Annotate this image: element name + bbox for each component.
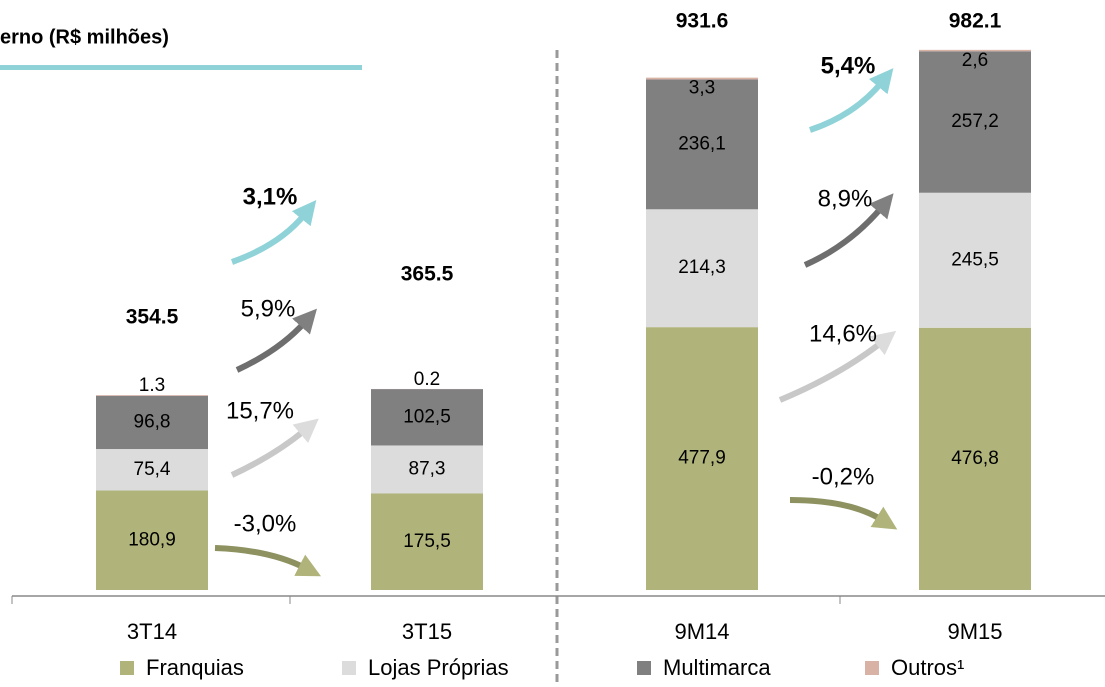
total-label: 931.6 <box>676 10 729 33</box>
bar-segment <box>919 49 1031 52</box>
value-label: 214,3 <box>678 257 726 278</box>
bar-segment <box>646 209 758 328</box>
value-label: 1.3 <box>139 375 165 396</box>
legend-swatch <box>342 661 356 675</box>
bar-segment <box>919 51 1031 193</box>
bar-segment <box>371 389 483 446</box>
x-tick-label: 3T15 <box>402 619 452 644</box>
growth-label: 5,9% <box>241 295 296 322</box>
bar-segment <box>96 395 208 450</box>
legend-swatch <box>120 661 134 675</box>
growth-arrow <box>789 497 898 530</box>
growth-arrow <box>778 330 897 403</box>
legend-label: Multimarca <box>663 655 771 680</box>
x-tick-label: 3T14 <box>127 619 177 644</box>
value-label: 87,3 <box>409 458 446 479</box>
value-label: 236,1 <box>678 133 726 154</box>
growth-arrow <box>803 193 894 268</box>
bar-segment <box>96 490 208 590</box>
growth-arrow <box>230 199 317 265</box>
growth-arrow <box>235 308 317 373</box>
value-label: 3,3 <box>689 78 715 99</box>
x-tick-label: 9M15 <box>947 619 1002 644</box>
value-label: 477,9 <box>678 448 726 469</box>
value-label: 0.2 <box>414 369 440 390</box>
bar-segment <box>96 395 208 396</box>
bar-segment <box>919 192 1031 328</box>
legend-label: Outros¹ <box>891 655 964 680</box>
value-label: 96,8 <box>134 411 171 432</box>
value-label: 257,2 <box>951 111 999 132</box>
value-label: 2,6 <box>962 50 988 71</box>
total-label: 365.5 <box>401 263 454 286</box>
growth-label: 8,9% <box>818 185 873 212</box>
growth-arrow <box>214 545 322 577</box>
value-label: 102,5 <box>403 406 451 427</box>
total-label: 354.5 <box>126 306 179 329</box>
growth-label: -3,0% <box>234 510 297 537</box>
growth-label: 14,6% <box>809 320 877 347</box>
x-tick-label: 9M14 <box>674 619 729 644</box>
bar-segment <box>96 449 208 491</box>
title-underline <box>0 65 362 70</box>
value-label: 175,5 <box>403 531 451 552</box>
total-label: 982.1 <box>949 10 1002 33</box>
value-label: 476,8 <box>951 448 999 469</box>
bar-segment <box>919 327 1031 590</box>
bar-segment <box>371 445 483 494</box>
growth-label: 5,4% <box>821 52 876 79</box>
chart-title: erno (R$ milhões) <box>0 26 169 48</box>
value-label: 75,4 <box>134 459 171 480</box>
growth-arrow <box>809 68 894 133</box>
growth-label: -0,2% <box>812 463 875 490</box>
value-label: 245,5 <box>951 249 999 270</box>
bar-segment <box>646 77 758 80</box>
growth-label: 3,1% <box>243 183 298 210</box>
growth-label: 15,7% <box>226 397 294 424</box>
growth-arrow <box>230 418 319 478</box>
bar-segment <box>646 79 758 210</box>
value-label: 180,9 <box>128 529 176 550</box>
bar-segment <box>646 327 758 590</box>
legend-label: Lojas Próprias <box>368 655 509 680</box>
legend-swatch <box>637 661 651 675</box>
legend-label: Franquias <box>146 655 244 680</box>
legend-swatch <box>865 661 879 675</box>
bar-segment <box>371 493 483 590</box>
